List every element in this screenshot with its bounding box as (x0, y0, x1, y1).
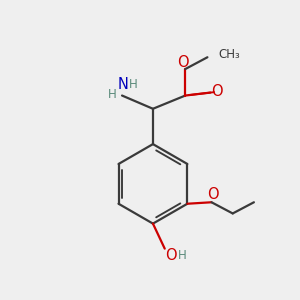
Text: H: H (129, 78, 138, 91)
Text: O: O (211, 85, 223, 100)
Text: O: O (207, 187, 219, 202)
Text: H: H (177, 249, 186, 262)
Text: O: O (165, 248, 177, 262)
Text: H: H (108, 88, 117, 100)
Text: CH₃: CH₃ (219, 48, 240, 61)
Text: O: O (177, 55, 189, 70)
Text: N: N (118, 77, 129, 92)
